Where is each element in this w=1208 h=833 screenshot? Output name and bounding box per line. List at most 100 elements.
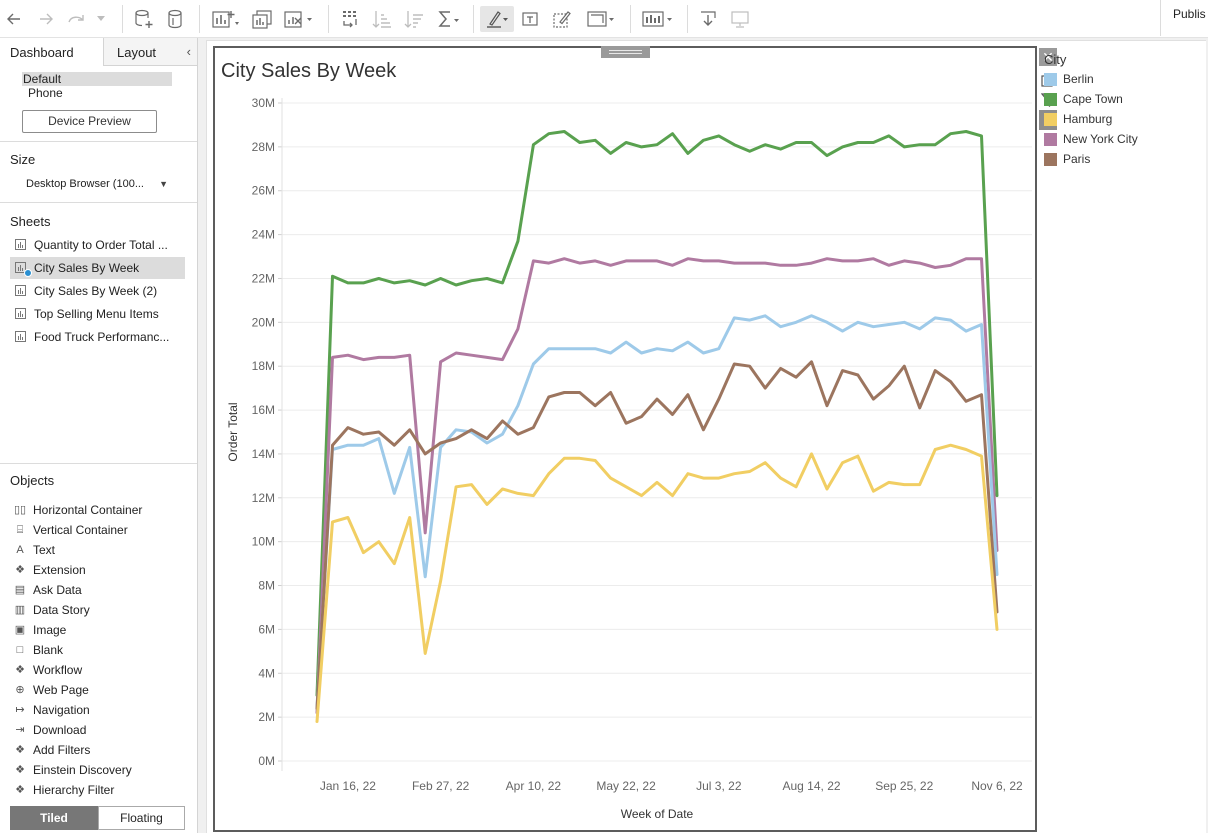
x-tick-label: Jan 16, 22: [320, 779, 376, 793]
new-datasource-icon[interactable]: [132, 6, 156, 32]
device-default[interactable]: Default: [22, 72, 172, 86]
sheet-item[interactable]: Food Truck Performanc...: [10, 326, 185, 348]
legend-title: City: [1044, 52, 1067, 67]
object-ask-data[interactable]: ▤ Ask Data: [12, 580, 192, 600]
x-tick-label: Apr 10, 22: [506, 779, 562, 793]
text-icon: A: [16, 544, 24, 556]
duplicate-icon[interactable]: [250, 6, 274, 32]
object-add-filters[interactable]: ❖ Add Filters: [12, 740, 192, 760]
object-image[interactable]: ▣ Image: [12, 620, 192, 640]
object-workflow[interactable]: ❖ Workflow: [12, 660, 192, 680]
y-tick-label: 4M: [258, 666, 275, 680]
navigation-icon: ↦: [15, 704, 25, 716]
size-value: Desktop Browser (100...: [26, 178, 144, 190]
object-web-page[interactable]: ⊕ Web Page: [12, 680, 192, 700]
annotate-icon[interactable]: [550, 6, 574, 32]
device-phone[interactable]: Phone: [28, 86, 63, 100]
object-label: Ask Data: [33, 583, 82, 597]
datasource-icon[interactable]: [164, 6, 188, 32]
legend-label: Cape Town: [1063, 92, 1123, 106]
divider: [0, 141, 197, 142]
object-label: Extension: [33, 563, 86, 577]
worksheet-icon: [15, 331, 26, 342]
worksheet-icon: [15, 262, 26, 273]
y-tick-label: 24M: [252, 228, 275, 242]
object-einstein-discovery[interactable]: ❖ Einstein Discovery: [12, 760, 192, 780]
sheet-label: City Sales By Week (2): [34, 284, 158, 298]
chevron-down-icon: ▼: [159, 179, 168, 189]
toolbar: Publis: [0, 0, 1208, 38]
show-me-icon[interactable]: [640, 6, 676, 32]
tab-layout[interactable]: Layout ‹: [104, 38, 197, 66]
download-icon[interactable]: [696, 6, 720, 32]
object-blank[interactable]: □ Blank: [12, 640, 192, 660]
series-line: [315, 443, 999, 723]
forward-icon[interactable]: [36, 6, 56, 32]
tab-layout-label: Layout: [117, 45, 157, 60]
sheet-item[interactable]: Top Selling Menu Items: [10, 303, 185, 325]
device-preview-button[interactable]: Device Preview: [22, 110, 157, 133]
object-horizontal-container[interactable]: ▯▯ Horizontal Container: [12, 500, 192, 520]
y-tick-label: 26M: [252, 184, 275, 198]
object-label: Download: [33, 723, 87, 737]
size-dropdown[interactable]: Desktop Browser (100... ▼: [26, 178, 171, 190]
toolbar-separator: [473, 5, 474, 33]
tab-dashboard[interactable]: Dashboard: [0, 38, 104, 66]
legend-swatch: [1044, 153, 1057, 166]
close-icon[interactable]: ✕: [1039, 48, 1057, 66]
object-hierarchy-filter[interactable]: ❖ Hierarchy Filter: [12, 780, 192, 800]
drag-handle-icon[interactable]: [601, 46, 650, 58]
highlight-icon[interactable]: [480, 6, 514, 32]
x-axis-title: Week of Date: [621, 807, 694, 821]
object-download[interactable]: ⇥ Download: [12, 720, 192, 740]
object-vertical-container[interactable]: ⌸ Vertical Container: [12, 520, 192, 540]
line-chart[interactable]: 0M 2M 4M 6M 8M 10M 12M 14M 16M 18M 20M 22M 24M 26M 28M…: [215, 48, 1035, 830]
sheet-item[interactable]: Quantity to Order Total ...: [10, 234, 185, 256]
legend-label: Hamburg: [1063, 112, 1113, 126]
tiled-button[interactable]: Tiled: [10, 806, 98, 830]
object-text[interactable]: A Text: [12, 540, 192, 560]
x-tick-label: Feb 27, 22: [412, 779, 470, 793]
object-data-story[interactable]: ▥ Data Story: [12, 600, 192, 620]
y-tick-label: 12M: [252, 491, 275, 505]
clear-sheet-icon[interactable]: [282, 6, 316, 32]
sheet-label: City Sales By Week: [34, 261, 140, 275]
sheet-item[interactable]: City Sales By Week (2): [10, 280, 185, 302]
dropdown-icon[interactable]: [94, 6, 108, 32]
extension-icon: ❖: [15, 564, 25, 576]
sort-desc-icon[interactable]: [402, 6, 426, 32]
sheet-label: Quantity to Order Total ...: [34, 238, 168, 252]
swap-icon[interactable]: [338, 6, 362, 32]
y-tick-label: 16M: [252, 403, 275, 417]
fit-icon[interactable]: [584, 6, 618, 32]
sheet-item[interactable]: City Sales By Week: [10, 257, 185, 279]
sort-asc-icon[interactable]: [370, 6, 394, 32]
back-icon[interactable]: [4, 6, 24, 32]
series-line: [315, 314, 999, 708]
size-heading: Size: [10, 152, 36, 167]
object-label: Vertical Container: [33, 523, 128, 537]
panel-tabs: Dashboard Layout ‹: [0, 38, 197, 66]
floating-button[interactable]: Floating: [98, 806, 185, 830]
legend-swatch: [1044, 113, 1057, 126]
hierarchy-filter-icon: ❖: [15, 784, 25, 796]
redo-icon[interactable]: [66, 6, 88, 32]
object-extension[interactable]: ❖ Extension: [12, 560, 192, 580]
collapse-panel-icon[interactable]: ‹: [186, 44, 191, 59]
publish-label: Publis: [1173, 7, 1206, 21]
y-tick-label: 18M: [252, 359, 275, 373]
chart-container[interactable]: [213, 46, 1037, 832]
download-icon: ⇥: [15, 724, 25, 736]
image-icon: ▣: [14, 624, 26, 636]
in-use-check-icon: [24, 269, 32, 277]
presentation-icon[interactable]: [728, 6, 752, 32]
new-worksheet-icon[interactable]: [210, 6, 240, 32]
publish-button[interactable]: Publis: [1160, 0, 1208, 36]
object-navigation[interactable]: ↦ Navigation: [12, 700, 192, 720]
totals-icon[interactable]: [436, 6, 462, 32]
label-icon[interactable]: [518, 6, 542, 32]
objects-heading: Objects: [10, 473, 55, 488]
legend-swatch: [1044, 93, 1057, 106]
object-label: Add Filters: [33, 743, 91, 757]
series-line: [315, 130, 999, 697]
